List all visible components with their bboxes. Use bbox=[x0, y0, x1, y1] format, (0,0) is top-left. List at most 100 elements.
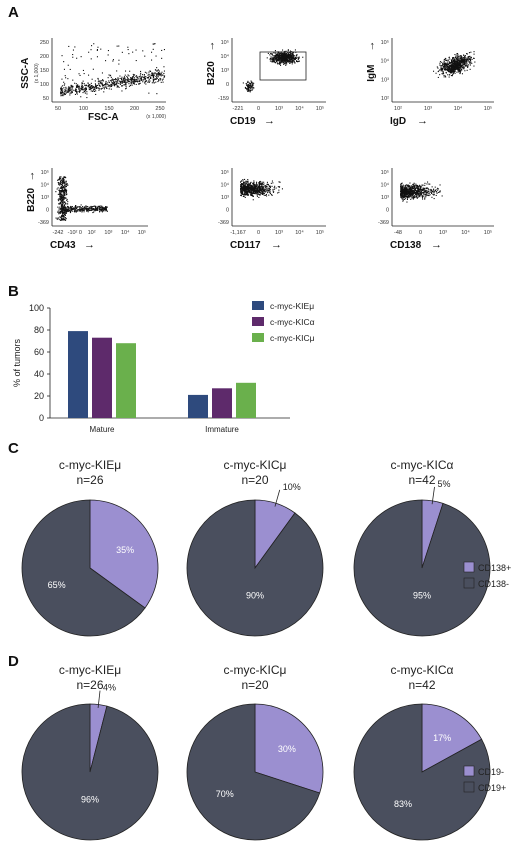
slice-label: 17% bbox=[433, 733, 451, 743]
bar bbox=[188, 394, 208, 418]
x-tick-label: 100 bbox=[79, 106, 88, 112]
flow-plot-3: 10⁵ 10⁴ 10³ 10² 10² 10³ 10⁴ 10⁵ IgD → IgM → bbox=[365, 38, 494, 127]
y-tick-label: 100 bbox=[29, 303, 44, 313]
y-tick-label: 0 bbox=[386, 208, 389, 214]
y-tick-label: 40 bbox=[34, 369, 44, 379]
x-arrow: → bbox=[84, 239, 95, 251]
y-tick-label: 10³ bbox=[41, 195, 49, 201]
y-tick-label: 0 bbox=[226, 82, 229, 88]
pie-title: c-myc-KIEμ bbox=[59, 663, 121, 677]
pie-title: c-myc-KICμ bbox=[224, 663, 287, 677]
y-tick-label: 10⁵ bbox=[41, 169, 49, 176]
bar-chart: 0 20 40 60 80 100 % of tumors Mature Immature c-m… bbox=[12, 301, 315, 434]
y-tick-label: 10⁵ bbox=[381, 39, 389, 46]
x-tick-label: 0 bbox=[257, 230, 260, 236]
y-tick-label: 200 bbox=[40, 54, 49, 60]
x-tick-label: 10⁵ bbox=[138, 229, 146, 236]
y-tick-label: 10³ bbox=[221, 68, 229, 74]
y-tick-label: 10³ bbox=[381, 195, 389, 201]
x-tick-label: 10⁵ bbox=[484, 229, 492, 236]
x-tick-label: Immature bbox=[205, 425, 239, 434]
x-tick-label: 0 bbox=[419, 230, 422, 236]
flow-cytometry-panel: 250 200 150 100 50 50 100 150 200 250 FSC-A (x 1,00… bbox=[20, 38, 494, 251]
y-tick-label: 60 bbox=[34, 347, 44, 357]
x-arrow: → bbox=[271, 239, 282, 251]
pie-slice bbox=[186, 499, 324, 637]
x-tick-label: 10⁵ bbox=[316, 105, 324, 112]
slice-label: 96% bbox=[81, 795, 99, 805]
x-arrow: → bbox=[431, 239, 442, 251]
x-tick-label: -1,167 bbox=[230, 230, 246, 236]
slice-label: 10% bbox=[283, 482, 301, 492]
flow-events bbox=[242, 49, 304, 93]
flow-plot-1: 250 200 150 100 50 50 100 150 200 250 FSC-A (x 1,00… bbox=[20, 38, 166, 123]
legend-label: CD138- bbox=[478, 579, 509, 589]
legend-swatch bbox=[463, 765, 475, 777]
legend-swatch bbox=[252, 333, 264, 342]
y-axis-label: IgM bbox=[366, 65, 377, 82]
y-tick-label: -159 bbox=[218, 96, 229, 102]
flow-events bbox=[240, 178, 283, 201]
pie-n: n=20 bbox=[241, 678, 268, 692]
x-tick-label: 10⁴ bbox=[295, 229, 304, 236]
pie-n: n=42 bbox=[408, 473, 435, 487]
label-leader bbox=[274, 489, 281, 507]
x-tick-label: -221 bbox=[232, 106, 243, 112]
pie-slice bbox=[21, 499, 146, 637]
legend-label: c-myc-KICα bbox=[270, 317, 315, 327]
slice-label: 65% bbox=[48, 580, 66, 590]
legend-swatch bbox=[463, 781, 475, 793]
y-arrow: → bbox=[25, 171, 37, 182]
x-tick-label: 10³ bbox=[424, 106, 432, 112]
x-tick-label: -10² 0 bbox=[68, 230, 82, 236]
y-axis-label: B220 bbox=[206, 61, 217, 85]
flow-events bbox=[60, 43, 166, 99]
y-tick-label: 10⁴ bbox=[381, 182, 390, 189]
legend-swatch bbox=[463, 577, 475, 589]
pie-n: n=20 bbox=[241, 473, 268, 487]
y-tick-label: 10⁴ bbox=[41, 182, 50, 189]
x-tick-label: 10² bbox=[394, 106, 402, 112]
legend-swatch bbox=[252, 301, 264, 310]
flow-events bbox=[400, 181, 443, 203]
flow-plot-5: 10⁵ 10⁴ 10³ 0 -369-1,167 0 10³ 10⁴ 10⁵ CD117 → bbox=[218, 168, 326, 251]
pie-slice bbox=[254, 703, 324, 794]
pie-n: n=26 bbox=[76, 473, 103, 487]
y-arrow: → bbox=[205, 41, 217, 52]
flow-plot-6: 10⁵ 10⁴ 10³ 0 -369 -48 0 10³ 10⁴ 10⁵ CD138 → bbox=[378, 168, 494, 251]
pie-title: c-myc-KICα bbox=[391, 458, 454, 472]
pie-n: n=42 bbox=[408, 678, 435, 692]
x-tick-label: -48 bbox=[394, 230, 402, 236]
x-arrow: → bbox=[417, 115, 428, 127]
x-tick-label: -242 bbox=[52, 230, 63, 236]
pie-slice bbox=[353, 703, 491, 841]
y-tick-label: 50 bbox=[43, 96, 49, 102]
legend-label: c-myc-KIEμ bbox=[270, 301, 314, 311]
pie-slice bbox=[353, 499, 491, 637]
slice-label: 35% bbox=[116, 545, 134, 555]
x-axis-label: CD138 bbox=[390, 240, 422, 251]
pie-title: c-myc-KIEμ bbox=[59, 458, 121, 472]
x-tick-label: 10⁵ bbox=[484, 105, 492, 112]
y-tick-label: 0 bbox=[46, 208, 49, 214]
y-tick-label: 10⁵ bbox=[221, 169, 229, 176]
panel-letter-c: C bbox=[8, 440, 19, 457]
y-tick-label: 80 bbox=[34, 325, 44, 335]
y-tick-label: 10⁴ bbox=[221, 53, 230, 60]
slice-label: 5% bbox=[438, 479, 451, 489]
pie-slice bbox=[21, 703, 159, 841]
x-axis-label: IgD bbox=[390, 116, 406, 127]
y-tick-label: 150 bbox=[40, 68, 49, 74]
y-axis-label: SSC-A bbox=[20, 58, 31, 89]
pie-slice bbox=[421, 703, 483, 773]
x-axis-label: CD19 bbox=[230, 116, 256, 127]
slice-label: 30% bbox=[278, 744, 296, 754]
x-tick-label: Mature bbox=[90, 425, 115, 434]
x-tick-label: 10⁴ bbox=[461, 229, 470, 236]
x-axis-label: CD43 bbox=[50, 240, 76, 251]
